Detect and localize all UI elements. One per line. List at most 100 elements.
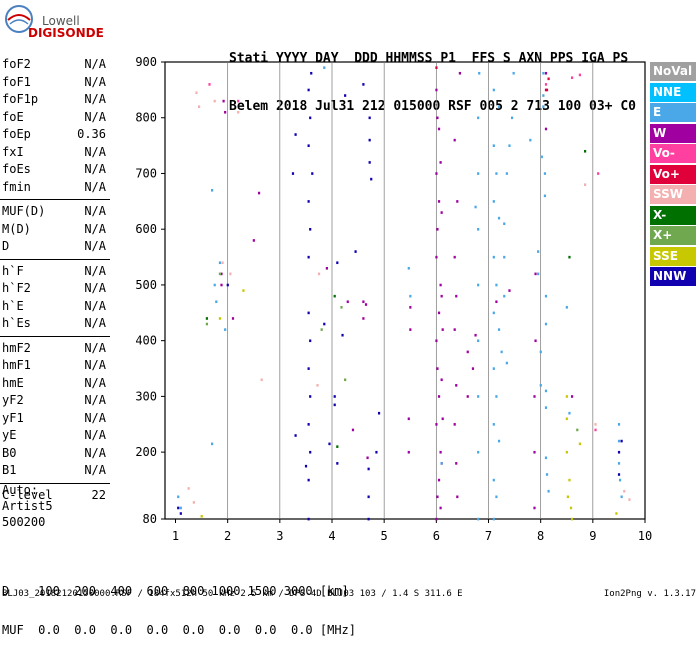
data-point — [333, 395, 336, 398]
data-point — [213, 99, 216, 103]
data-point — [333, 294, 336, 298]
data-point — [533, 450, 536, 454]
data-point — [323, 322, 326, 326]
y-tick-label: 200 — [135, 445, 157, 459]
data-point — [221, 261, 224, 265]
data-point — [500, 350, 503, 354]
data-point — [544, 406, 548, 409]
data-point — [440, 294, 443, 298]
data-point — [497, 216, 501, 220]
data-point — [568, 478, 571, 482]
data-point — [617, 473, 621, 476]
data-point — [409, 328, 412, 331]
param-value: N/A — [84, 263, 106, 278]
data-point — [568, 411, 571, 415]
data-point — [544, 83, 548, 86]
data-point — [503, 294, 506, 298]
data-point — [325, 267, 328, 270]
data-point — [617, 423, 621, 426]
data-point — [545, 473, 549, 476]
param-row: h`F N/A — [0, 263, 112, 281]
data-point — [316, 384, 319, 387]
data-point — [492, 144, 495, 147]
param-label: D — [2, 239, 10, 253]
data-point — [569, 506, 573, 510]
param-value: N/A — [84, 92, 106, 106]
data-point — [435, 255, 438, 259]
legend-item: X- — [650, 205, 696, 225]
data-point — [495, 283, 498, 287]
param-row: D N/A — [0, 238, 112, 256]
data-point — [544, 294, 548, 298]
param-row: h`F2 N/A — [0, 280, 112, 298]
param-value: 22 — [91, 487, 106, 502]
data-point — [220, 272, 223, 276]
data-point — [362, 317, 365, 320]
logo-text-lowell: Lowell — [42, 14, 80, 28]
data-point — [362, 83, 365, 86]
data-point — [307, 478, 310, 482]
data-point — [615, 512, 618, 515]
data-point — [495, 172, 498, 175]
data-point — [492, 88, 495, 92]
data-point — [211, 188, 214, 192]
y-tick-label: 80 — [143, 512, 157, 526]
data-point — [543, 172, 547, 175]
data-point — [539, 350, 542, 354]
data-point — [505, 361, 508, 365]
data-point — [477, 450, 480, 454]
data-point — [477, 227, 480, 231]
param-label: yF2 — [2, 393, 24, 407]
data-point — [229, 272, 232, 276]
legend-item: W — [650, 123, 696, 143]
data-point — [492, 200, 495, 203]
x-tick-label: 7 — [485, 529, 492, 543]
muf-table: D 100 200 400 600 800 1000 1500 3000 [km… — [2, 559, 356, 650]
data-point — [544, 127, 548, 131]
data-point — [222, 99, 225, 103]
data-point — [344, 378, 347, 382]
param-label: fmin — [2, 179, 31, 194]
param-row: foE N/A — [0, 109, 112, 127]
data-point — [366, 456, 369, 460]
data-point — [177, 506, 180, 510]
data-point — [195, 91, 198, 95]
data-point — [200, 515, 203, 518]
param-value: N/A — [84, 162, 106, 176]
param-value: N/A — [84, 316, 106, 330]
data-point — [437, 478, 441, 482]
param-row: foF1p N/A — [0, 91, 112, 109]
data-point — [364, 303, 368, 306]
param-label: h`E — [2, 298, 24, 313]
data-point — [597, 172, 600, 175]
muf-value-row: MUF 0.0 0.0 0.0 0.0 0.0 0.0 0.0 0.0 [MHz… — [2, 623, 357, 637]
param-label: h`F — [2, 263, 24, 278]
data-point — [618, 478, 622, 482]
param-row: foF2 N/A — [0, 56, 112, 74]
param-row: hmE N/A — [0, 375, 112, 393]
data-point — [218, 272, 222, 276]
data-point — [620, 495, 623, 499]
data-point — [570, 395, 574, 398]
param-separator — [0, 335, 110, 337]
data-point — [477, 517, 480, 521]
y-tick-label: 500 — [135, 278, 157, 292]
software-version: Ion2Png v. 1.3.17 — [603, 589, 696, 599]
data-point — [570, 76, 574, 80]
data-point — [320, 328, 323, 331]
data-point — [456, 200, 459, 203]
data-point — [179, 506, 182, 510]
data-point — [311, 172, 314, 175]
param-label: hmE — [2, 375, 24, 390]
data-point — [497, 439, 501, 443]
data-point — [466, 395, 469, 398]
data-point — [309, 339, 312, 343]
data-point — [594, 428, 597, 432]
data-point — [307, 311, 310, 315]
data-point — [533, 395, 536, 398]
data-point — [544, 322, 548, 326]
data-point — [477, 339, 480, 343]
data-point — [260, 378, 263, 382]
data-point — [437, 200, 441, 203]
data-point — [336, 261, 339, 265]
